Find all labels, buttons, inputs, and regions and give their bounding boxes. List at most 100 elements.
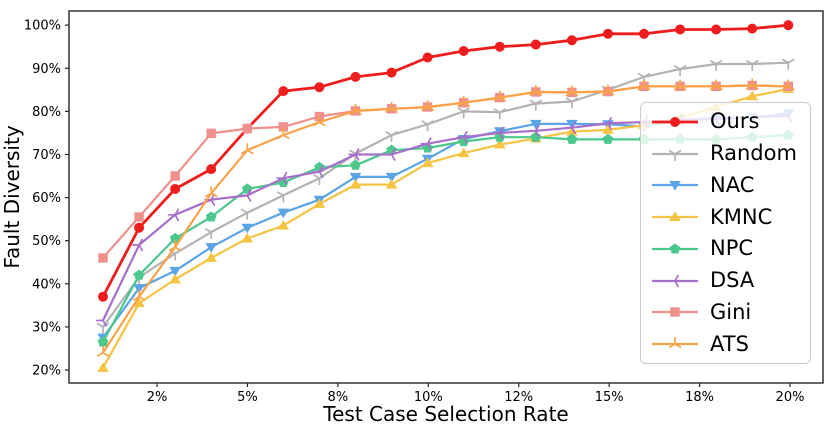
x-tick-label: 18% — [685, 390, 714, 405]
legend-label: Gini — [710, 299, 752, 324]
marker-triangle-up — [669, 211, 681, 222]
marker-circle — [494, 41, 505, 52]
marker-tri-up-thin — [277, 128, 290, 140]
marker-tri-down-thin — [782, 58, 795, 70]
marker-pentagon — [350, 159, 361, 170]
marker-tri-down-thin — [673, 65, 687, 77]
marker-pentagon — [241, 183, 253, 194]
marker-pentagon — [97, 336, 109, 347]
marker-square — [170, 171, 180, 181]
legend-item-npc: NPC — [650, 233, 810, 264]
marker-triangle-down — [241, 223, 254, 234]
legend-item-ats: ATS — [650, 329, 810, 360]
marker-circle — [170, 183, 181, 194]
marker-triangle-up — [602, 124, 614, 134]
marker-circle — [458, 46, 469, 57]
legend-label: Ours — [710, 109, 760, 134]
marker-triangle-down — [277, 208, 290, 219]
marker-circle — [134, 222, 145, 233]
x-tick-label: 10% — [414, 390, 443, 405]
legend-item-kmnc: KMNC — [650, 202, 810, 233]
legend-label: ATS — [710, 331, 749, 356]
legend-sample-gini — [652, 307, 698, 318]
marker-square — [206, 128, 216, 139]
y-axis: 20% 30% 40% 50% 60% 70% 80% 90% 100% — [24, 19, 69, 379]
legend: Ours Random NAC KMNC NPC DSA Gini ATS — [640, 102, 811, 364]
marker-pentagon — [566, 133, 578, 144]
legend-item-dsa: DSA — [650, 265, 810, 296]
x-tick-label: 8% — [328, 390, 349, 405]
legend-label: Random — [710, 141, 797, 166]
marker-tri-left-thin — [348, 148, 360, 161]
marker-tri-up-thin — [565, 85, 579, 97]
y-axis-label: Fault Diversity — [0, 125, 24, 268]
marker-tri-left-thin — [95, 314, 107, 327]
marker-tri-up-thin — [668, 337, 682, 349]
marker-tri-down-thin — [277, 191, 290, 203]
x-tick-label: 12% — [504, 390, 533, 405]
marker-tri-down-thin — [421, 120, 434, 132]
marker-circle — [670, 116, 680, 127]
marker-triangle-up — [385, 179, 398, 189]
x-axis-label: Test Case Selection Rate — [322, 402, 568, 426]
y-tick-label: 20% — [32, 364, 61, 379]
legend-label: KMNC — [710, 204, 773, 229]
y-tick-label: 70% — [32, 148, 61, 163]
marker-tri-down-thin — [385, 131, 398, 143]
marker-triangle-down — [133, 284, 145, 294]
marker-triangle-up — [97, 362, 109, 372]
marker-triangle-down — [205, 243, 218, 253]
marker-tri-left-thin — [132, 238, 144, 252]
marker-tri-down-thin — [668, 149, 682, 161]
y-tick-label: 30% — [32, 320, 61, 335]
marker-square — [98, 253, 108, 263]
marker-pentagon — [205, 211, 217, 222]
marker-triangle-down — [669, 181, 681, 191]
marker-tri-left-thin — [276, 171, 288, 185]
marker-circle — [566, 35, 577, 46]
marker-tri-up-thin — [637, 79, 651, 91]
series-ats — [96, 78, 795, 357]
marker-triangle-down — [349, 172, 362, 183]
x-tick-label: 2% — [147, 390, 168, 405]
y-tick-label: 90% — [32, 62, 61, 77]
marker-tri-up-thin — [349, 103, 362, 115]
marker-tri-left-thin — [168, 208, 180, 222]
legend-sample-npc — [652, 243, 698, 254]
marker-tri-up-thin — [745, 78, 759, 90]
legend-item-ours: Ours — [650, 106, 810, 137]
marker-tri-left-thin — [420, 137, 432, 150]
marker-triangle-up — [421, 157, 434, 168]
marker-tri-left-thin — [528, 124, 540, 138]
marker-tri-down-thin — [457, 107, 470, 119]
marker-tri-down-thin — [493, 108, 506, 120]
marker-tri-down-thin — [565, 97, 579, 109]
marker-tri-up-thin — [96, 345, 110, 357]
marker-tri-left-thin — [240, 189, 252, 202]
marker-triangle-up — [349, 179, 362, 189]
marker-tri-down-thin — [745, 60, 759, 72]
marker-tri-up-thin — [168, 240, 182, 252]
legend-item-gini: Gini — [650, 297, 810, 328]
marker-circle — [675, 24, 686, 35]
marker-tri-up-thin — [457, 95, 470, 107]
marker-tri-left-thin — [312, 165, 324, 178]
marker-triangle-up — [313, 198, 326, 209]
marker-pentagon — [169, 232, 181, 244]
marker-triangle-up — [457, 147, 470, 158]
marker-circle — [350, 71, 361, 82]
legend-label: NPC — [710, 236, 754, 261]
marker-circle — [530, 39, 541, 50]
marker-triangle-up — [493, 138, 506, 149]
marker-circle — [747, 23, 758, 34]
series-line-ours — [101, 23, 790, 299]
y-tick-label: 40% — [32, 277, 61, 292]
marker-circle — [206, 164, 217, 175]
marker-circle — [711, 24, 722, 35]
legend-sample-nac — [652, 181, 698, 191]
marker-pentagon — [133, 269, 145, 280]
marker-triangle-down — [530, 119, 542, 130]
marker-square — [278, 122, 289, 132]
marker-tri-up-thin — [421, 100, 434, 112]
